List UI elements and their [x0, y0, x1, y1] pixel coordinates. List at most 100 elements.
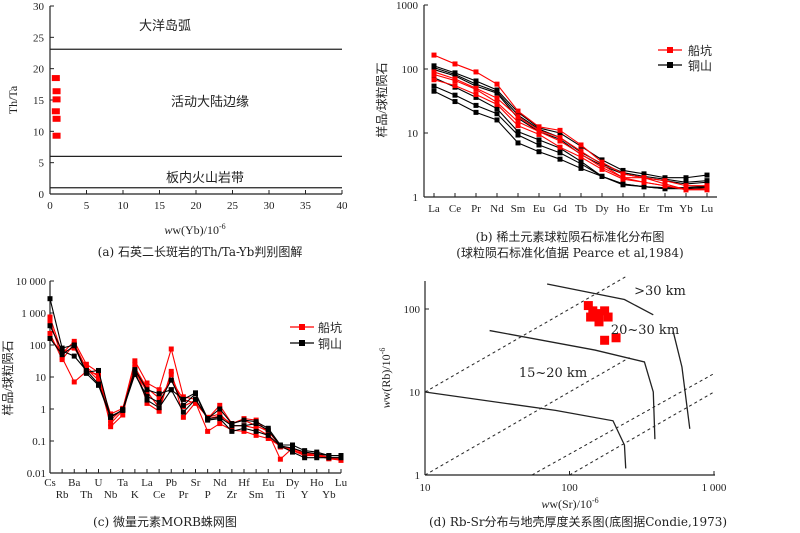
- b-data-point: [620, 182, 626, 188]
- d-zone-20-30: 20~30 km: [611, 323, 679, 338]
- c-data-point: [326, 453, 332, 459]
- a-data-point: [51, 108, 60, 115]
- c-data-point: [205, 416, 211, 422]
- b-xtick-label: Nd: [490, 203, 504, 215]
- d-data-point: [600, 335, 610, 345]
- b-data-point: [704, 179, 710, 185]
- b-data-point: [578, 165, 584, 171]
- a-ytick-label: 5: [39, 158, 45, 170]
- c-xtick-label: Sr: [191, 477, 201, 489]
- d-xlabel: ww(Sr)/10-6: [541, 496, 598, 511]
- a-ytick-label: 20: [33, 64, 45, 76]
- c-data-point: [96, 374, 101, 380]
- d-thickness-curve: [546, 283, 654, 316]
- d-data-point: [600, 306, 610, 316]
- b-data-point: [557, 135, 563, 141]
- a-xtick-label: 20: [191, 200, 203, 212]
- a-ytick-label: 15: [33, 95, 45, 107]
- b-data-point: [473, 94, 479, 100]
- c-data-point: [108, 417, 114, 423]
- c-data-point: [71, 343, 77, 349]
- c-xtick-label: Rb: [56, 489, 69, 501]
- b-data-point: [557, 144, 563, 150]
- c-data-point: [120, 407, 126, 413]
- a-xtick-label: 10: [118, 200, 130, 212]
- c-legend-label: 铜山: [318, 336, 342, 351]
- c-data-point: [144, 397, 150, 403]
- c-xtick-label: Ce: [153, 489, 165, 501]
- b-data-point: [515, 129, 521, 135]
- b-data-point: [515, 132, 521, 138]
- c-data-point: [156, 405, 162, 411]
- b-series-line: [433, 65, 708, 179]
- b-data-point: [473, 109, 479, 115]
- c-data-point: [217, 421, 223, 427]
- c-ytick-label: 1: [41, 404, 47, 416]
- c-ytick-label: 0.1: [32, 436, 46, 448]
- c-data-point: [217, 402, 223, 408]
- d-ylabel: ww(Rb)/10-6: [378, 348, 393, 409]
- d-ytick-label: 1: [415, 470, 421, 482]
- d-xlabel-main: w(Sr)/10: [549, 497, 592, 511]
- b-series-line: [433, 73, 707, 191]
- b-data-point: [473, 69, 479, 75]
- c-xtick-label: Nb: [104, 489, 118, 501]
- b-data-point: [578, 154, 584, 160]
- c-data-point: [253, 425, 259, 431]
- c-data-point: [314, 455, 320, 461]
- c-data-point: [59, 345, 65, 351]
- b-data-point: [431, 77, 437, 83]
- b-data-point: [704, 172, 710, 178]
- c-data-point: [47, 314, 53, 320]
- b-data-point: [620, 171, 626, 177]
- c-xtick-label: Ta: [117, 477, 128, 489]
- c-data-point: [277, 456, 283, 462]
- c-data-point: [47, 335, 53, 341]
- c-data-point: [277, 443, 283, 449]
- c-ytick-label: 10 000: [16, 276, 47, 288]
- c-data-point: [59, 352, 65, 358]
- a-data-point: [52, 96, 61, 103]
- c-data-point: [108, 421, 114, 427]
- b-data-point: [557, 138, 563, 144]
- c-data-point: [241, 417, 247, 423]
- c-data-point: [205, 428, 211, 434]
- c-xtick-label: Th: [80, 489, 93, 501]
- c-caption: (c) 微量元素MORB蛛网图: [93, 514, 237, 529]
- c-data-point: [180, 396, 186, 402]
- b-data-point: [452, 73, 458, 79]
- c-data-point: [302, 455, 308, 461]
- b-data-point: [578, 142, 584, 148]
- c-xtick-label: Ti: [276, 489, 285, 501]
- b-xtick-label: Tb: [575, 203, 588, 215]
- b-data-point: [515, 114, 521, 120]
- b-data-point: [536, 142, 542, 148]
- b-data-point: [599, 173, 605, 179]
- c-data-point: [193, 391, 198, 397]
- d-thickness-curve: [672, 330, 691, 429]
- d-data-point: [594, 317, 604, 327]
- c-data-point: [290, 445, 295, 451]
- b-xtick-label: Pr: [471, 203, 481, 215]
- c-data-point: [47, 296, 53, 302]
- c-data-point: [168, 346, 174, 352]
- a-caption: (a) 石英二长斑岩的Th/Ta-Yb判别图解: [98, 244, 303, 259]
- c-data-point: [241, 428, 247, 434]
- d-ylabel-sup: -6: [378, 348, 387, 355]
- a-xtick-label: 25: [227, 200, 239, 212]
- d-xlabel-sup: -6: [592, 496, 599, 505]
- b-data-point: [557, 127, 563, 133]
- a-ylabel: Th/Ta: [6, 85, 20, 114]
- c-data-point: [217, 411, 223, 417]
- c-data-point: [144, 393, 150, 399]
- b-data-point: [557, 156, 563, 162]
- b-data-point: [473, 102, 479, 108]
- b-data-point: [620, 176, 626, 182]
- d-xtick-label: 1 000: [702, 482, 727, 494]
- b-data-point: [452, 61, 458, 67]
- b-data-point: [473, 91, 479, 97]
- c-data-point: [193, 396, 198, 402]
- b-data-point: [578, 151, 584, 157]
- b-data-point: [683, 183, 689, 189]
- panel-c: CsRbBaThUNbTaKLaCePbPrSrPNdZrHfSmEuTiDyY…: [0, 276, 348, 529]
